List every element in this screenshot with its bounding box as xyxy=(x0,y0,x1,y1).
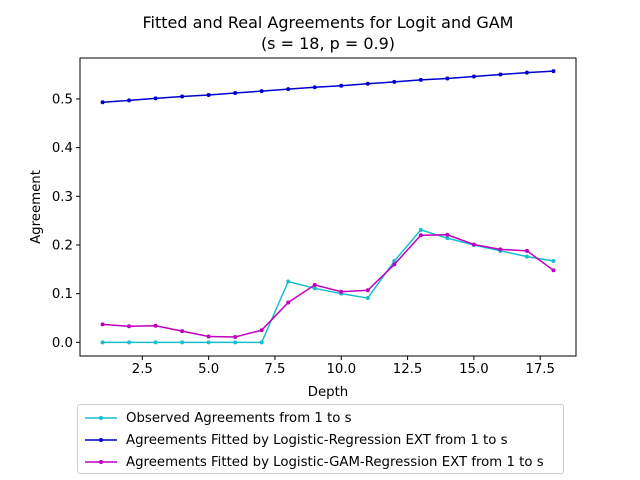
data-point-gam xyxy=(127,324,132,329)
legend-entry-gam: Agreements Fitted by Logistic-GAM-Regres… xyxy=(84,452,544,472)
data-point-observed xyxy=(153,340,158,345)
data-point-logit xyxy=(524,70,529,75)
data-point-logit xyxy=(153,96,158,101)
x-tick-label: 5.0 xyxy=(198,362,219,377)
data-point-gam xyxy=(259,328,264,333)
data-point-observed xyxy=(551,259,556,264)
data-point-observed xyxy=(206,340,211,345)
data-point-gam xyxy=(180,329,185,334)
legend-swatch-observed xyxy=(85,416,117,420)
data-point-observed xyxy=(259,340,264,345)
data-point-logit xyxy=(286,87,291,92)
data-point-gam xyxy=(551,268,556,273)
series-line-logit xyxy=(102,70,554,104)
data-point-logit xyxy=(365,81,370,86)
data-point-gam xyxy=(312,282,317,287)
data-point-observed xyxy=(180,340,185,345)
data-point-logit xyxy=(339,83,344,88)
data-point-observed xyxy=(233,340,238,345)
x-axis-label: Depth xyxy=(308,385,349,400)
legend-entry-logit: Agreements Fitted by Logistic-Regression… xyxy=(84,430,508,450)
data-point-logit xyxy=(259,89,264,94)
data-point-logit xyxy=(392,79,397,84)
data-point-logit xyxy=(233,91,238,96)
data-point-gam xyxy=(524,248,529,253)
plot-area-frame xyxy=(79,57,577,357)
data-point-logit xyxy=(498,72,503,77)
data-point-logit xyxy=(100,100,105,105)
y-tick-label: 0.0 xyxy=(52,336,73,351)
y-tick-label: 0.1 xyxy=(52,287,73,302)
data-point-logit xyxy=(180,94,185,99)
data-point-logit xyxy=(312,85,317,90)
data-point-logit xyxy=(418,77,423,82)
x-tick-label: 7.5 xyxy=(264,362,285,377)
data-point-gam xyxy=(418,233,423,238)
data-point-observed xyxy=(100,340,105,345)
chart-subtitle: (s = 18, p = 0.9) xyxy=(261,34,395,53)
x-tick-label: 10.0 xyxy=(326,362,356,377)
x-tick-label: 15.0 xyxy=(459,362,489,377)
data-point-observed xyxy=(445,236,450,241)
data-point-observed xyxy=(286,279,291,284)
y-tick-label: 0.4 xyxy=(52,141,73,156)
data-point-logit xyxy=(551,69,556,74)
legend-swatch-logit xyxy=(85,438,117,442)
data-point-observed xyxy=(365,296,370,301)
data-point-logit xyxy=(206,93,211,98)
data-point-gam xyxy=(233,335,238,340)
data-point-gam xyxy=(445,232,450,237)
line-chart: Fitted and Real Agreements for Logit and… xyxy=(29,13,577,400)
data-point-gam xyxy=(153,323,158,328)
legend-label-gam: Agreements Fitted by Logistic-GAM-Regres… xyxy=(126,454,544,470)
data-point-observed xyxy=(524,254,529,259)
data-point-logit xyxy=(127,98,132,103)
y-tick-label: 0.3 xyxy=(52,190,73,205)
x-tick-label: 17.5 xyxy=(525,362,555,377)
data-point-logit xyxy=(471,74,476,79)
x-tick-label: 12.5 xyxy=(393,362,423,377)
data-point-gam xyxy=(286,300,291,305)
chart-title: Fitted and Real Agreements for Logit and… xyxy=(143,13,514,32)
data-point-gam xyxy=(100,322,105,327)
legend: Observed Agreements from 1 to s Agreemen… xyxy=(77,404,564,474)
data-point-observed xyxy=(127,340,132,345)
y-axis-label: Agreement xyxy=(29,170,44,244)
x-tick-label: 2.5 xyxy=(132,362,153,377)
legend-label-observed: Observed Agreements from 1 to s xyxy=(126,410,352,426)
data-point-gam xyxy=(498,247,503,252)
data-point-observed xyxy=(312,286,317,291)
data-point-observed xyxy=(418,227,423,232)
y-tick-label: 0.2 xyxy=(52,238,73,253)
data-point-gam xyxy=(206,334,211,339)
legend-swatch-gam xyxy=(85,460,117,464)
legend-label-logit: Agreements Fitted by Logistic-Regression… xyxy=(126,432,508,448)
data-point-gam xyxy=(365,288,370,293)
series-line-gam xyxy=(102,234,554,338)
data-point-gam xyxy=(471,242,476,247)
data-point-gam xyxy=(339,289,344,294)
data-point-observed xyxy=(392,259,397,264)
legend-entry-observed: Observed Agreements from 1 to s xyxy=(84,408,352,428)
data-point-gam xyxy=(392,262,397,267)
y-tick-label: 0.5 xyxy=(52,92,73,107)
data-point-logit xyxy=(445,76,450,81)
